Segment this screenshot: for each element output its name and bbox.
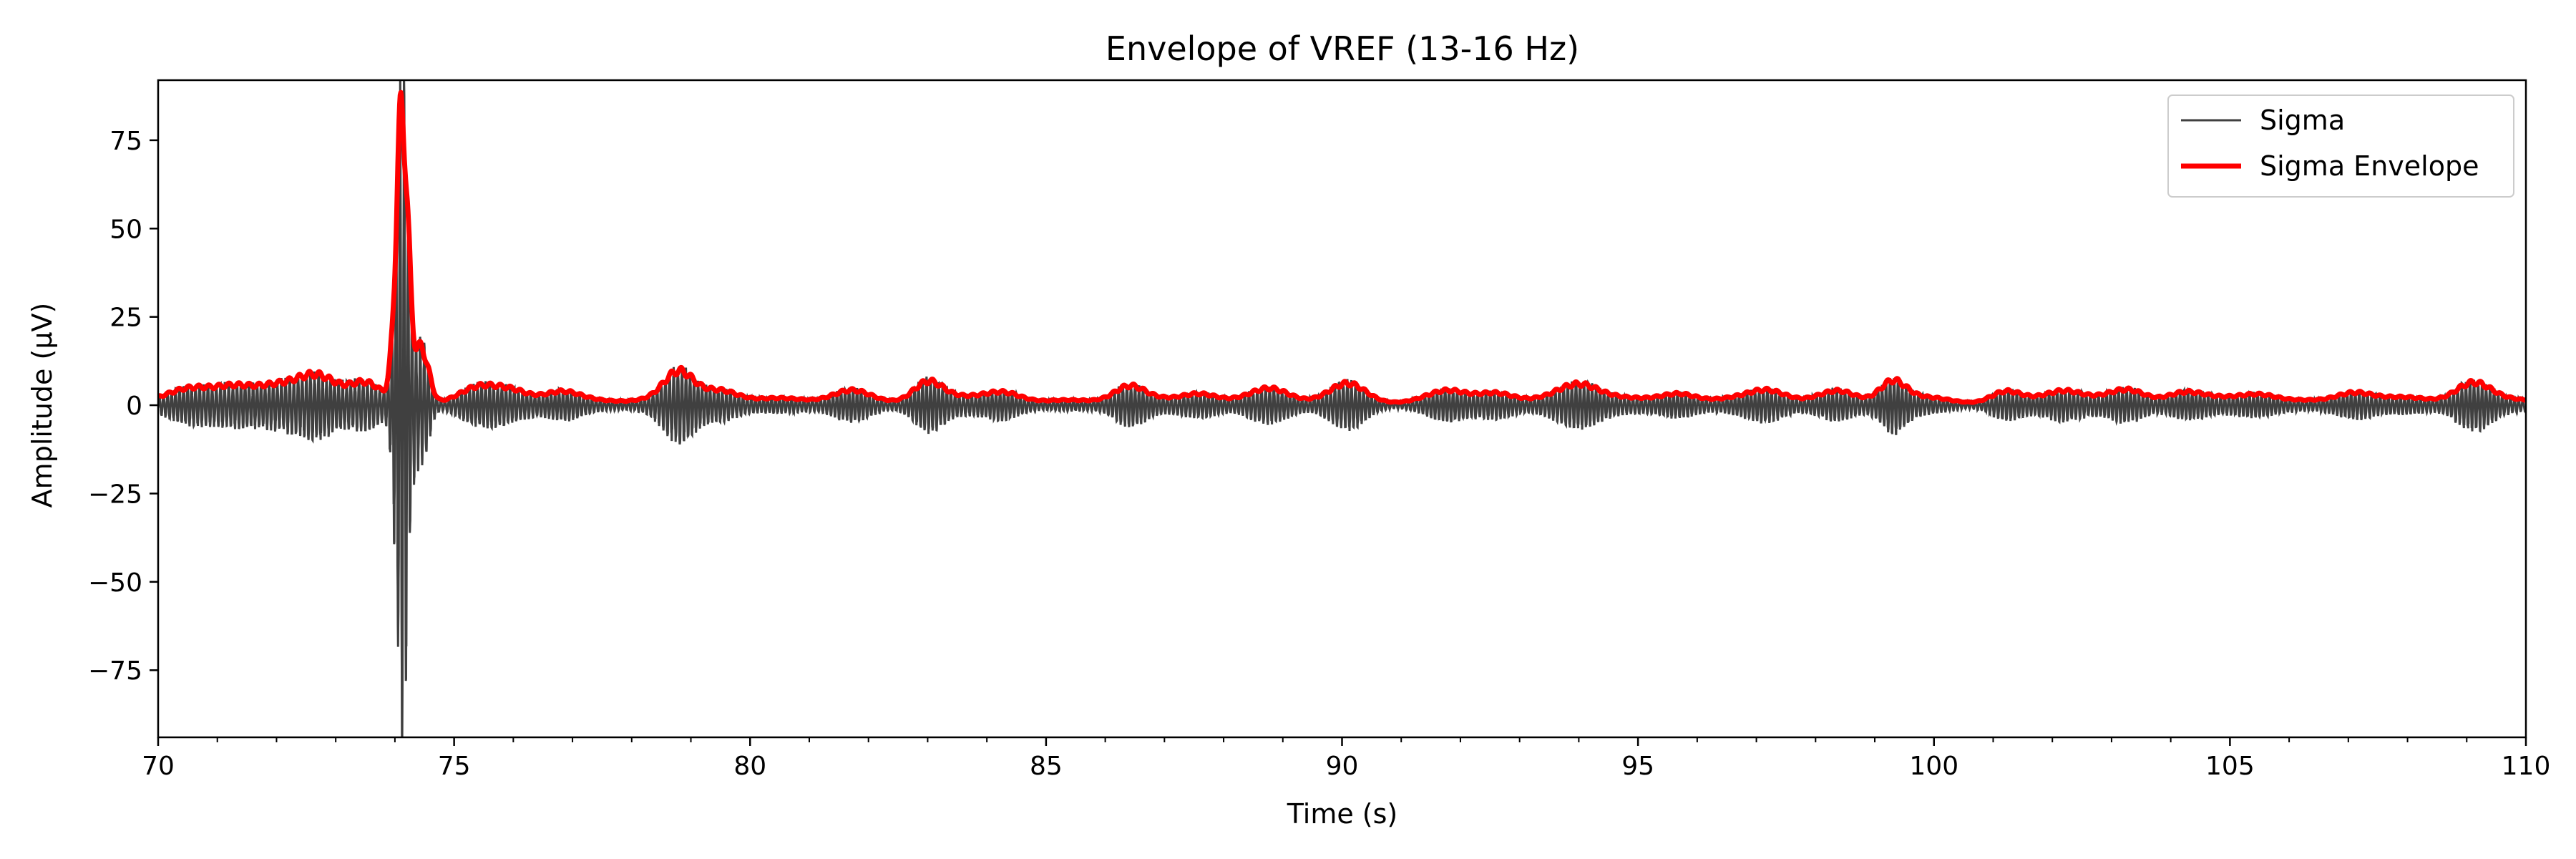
legend-label-sigma: Sigma	[2260, 105, 2345, 136]
x-tick-label: 85	[1030, 752, 1063, 781]
y-tick-label: 25	[109, 304, 142, 333]
y-tick-label: −75	[88, 656, 142, 686]
x-tick-label: 80	[733, 752, 766, 781]
legend-box	[2167, 94, 2514, 198]
series-line-sigma	[158, 80, 2526, 737]
x-tick-label: 110	[2502, 752, 2551, 781]
x-tick-label: 70	[142, 752, 175, 781]
x-tick-label: 95	[1621, 752, 1654, 781]
x-tick-label: 90	[1326, 752, 1359, 781]
x-tick-label: 75	[438, 752, 471, 781]
x-tick-label: 100	[1909, 752, 1958, 781]
legend-label-sigma-envelope: Sigma Envelope	[2260, 150, 2479, 182]
axes: 70 75 80 85 90 95 100 105 110 75 50 25 0 −25 −50 −75	[88, 79, 2551, 781]
y-tick-label: 0	[126, 392, 142, 421]
chart-title: Envelope of VREF (13-16 Hz)	[1106, 29, 1579, 68]
series-line-sigma-envelope	[158, 89, 2526, 405]
x-axis-title: Time (s)	[1287, 798, 1398, 830]
y-tick-label: −50	[88, 568, 142, 598]
plot-area	[158, 80, 2526, 737]
legend: Sigma Sigma Envelope	[2167, 94, 2514, 198]
y-tick-label: 50	[109, 215, 142, 244]
y-axis-title: Amplitude (µV)	[26, 303, 58, 508]
x-tick-label: 105	[2205, 752, 2255, 781]
y-tick-label: 75	[109, 127, 142, 156]
y-tick-label: −25	[88, 480, 142, 509]
